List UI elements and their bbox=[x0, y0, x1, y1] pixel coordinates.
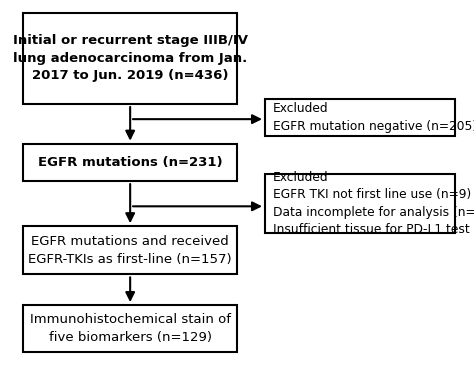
Text: Immunohistochemical stain of
five biomarkers (n=129): Immunohistochemical stain of five biomar… bbox=[30, 313, 231, 344]
FancyBboxPatch shape bbox=[265, 174, 456, 233]
Text: EGFR mutations and received
EGFR-TKIs as first-line (n=157): EGFR mutations and received EGFR-TKIs as… bbox=[28, 235, 232, 265]
Text: Excluded
EGFR mutation negative (n=205): Excluded EGFR mutation negative (n=205) bbox=[273, 102, 474, 133]
Text: Excluded
EGFR TKI not first line use (n=9)
Data incomplete for analysis (n=36)
I: Excluded EGFR TKI not first line use (n=… bbox=[273, 171, 474, 236]
Text: EGFR mutations (n=231): EGFR mutations (n=231) bbox=[38, 156, 222, 169]
FancyBboxPatch shape bbox=[23, 305, 237, 352]
FancyBboxPatch shape bbox=[265, 99, 456, 137]
FancyBboxPatch shape bbox=[23, 226, 237, 274]
Text: Initial or recurrent stage IIIB/IV
lung adenocarcinoma from Jan.
2017 to Jun. 20: Initial or recurrent stage IIIB/IV lung … bbox=[13, 34, 247, 82]
FancyBboxPatch shape bbox=[23, 143, 237, 181]
FancyBboxPatch shape bbox=[23, 12, 237, 104]
